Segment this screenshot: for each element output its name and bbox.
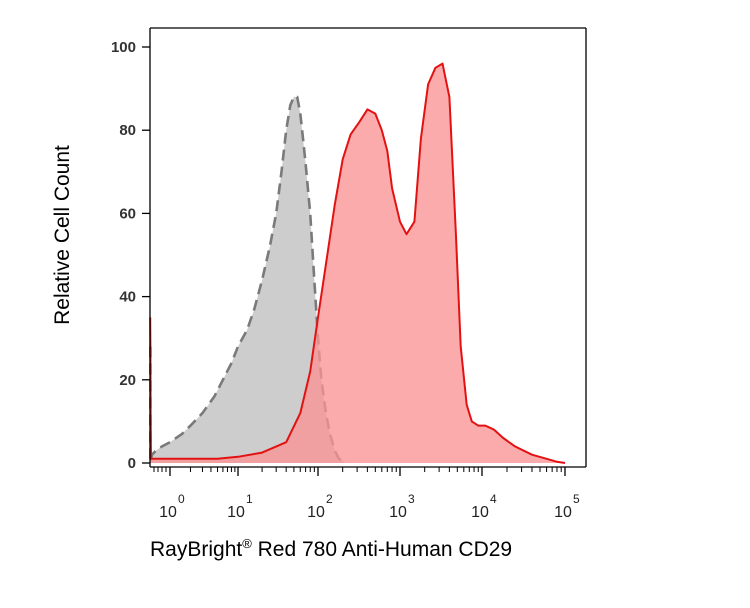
x-tick-exponent: 2 <box>326 492 333 506</box>
series-layer <box>149 62 566 465</box>
y-axis-label: Relative Cell Count <box>51 145 74 325</box>
x-tick-exponent: 5 <box>573 492 580 506</box>
x-tick-label: 10 <box>159 504 177 521</box>
x-tick-label: 10 <box>554 504 572 521</box>
series-1-area <box>150 96 346 464</box>
registered-mark: ® <box>242 536 252 551</box>
y-tick-label: 20 <box>119 372 136 389</box>
x-axis-label-brand: RayBright <box>150 538 243 561</box>
y-tick-label: 40 <box>119 289 136 306</box>
y-tick-label: 100 <box>111 39 136 56</box>
y-axis-ticks: 0 20 40 60 80 100 <box>111 39 150 472</box>
y-tick-label: 80 <box>119 122 136 139</box>
y-axis-label-container: Relative Cell Count <box>48 0 78 608</box>
x-axis-label: RayBright® Red 780 Anti-Human CD29 <box>150 536 512 562</box>
x-tick-exponent: 1 <box>246 492 253 506</box>
y-tick-label: 60 <box>119 205 136 222</box>
y-tick-label: 0 <box>128 455 136 472</box>
x-tick-exponent: 3 <box>408 492 415 506</box>
series-2-area <box>150 63 565 463</box>
x-axis-label-rest: Red 780 Anti-Human CD29 <box>251 538 513 561</box>
x-tick-label: 10 <box>471 504 489 521</box>
x-tick-label: 10 <box>227 504 245 521</box>
x-tick-label: 10 <box>307 504 325 521</box>
x-tick-label: 10 <box>389 504 407 521</box>
x-tick-exponent: 4 <box>490 492 497 506</box>
series-2-line <box>149 62 566 464</box>
x-tick-exponent: 0 <box>178 492 185 506</box>
